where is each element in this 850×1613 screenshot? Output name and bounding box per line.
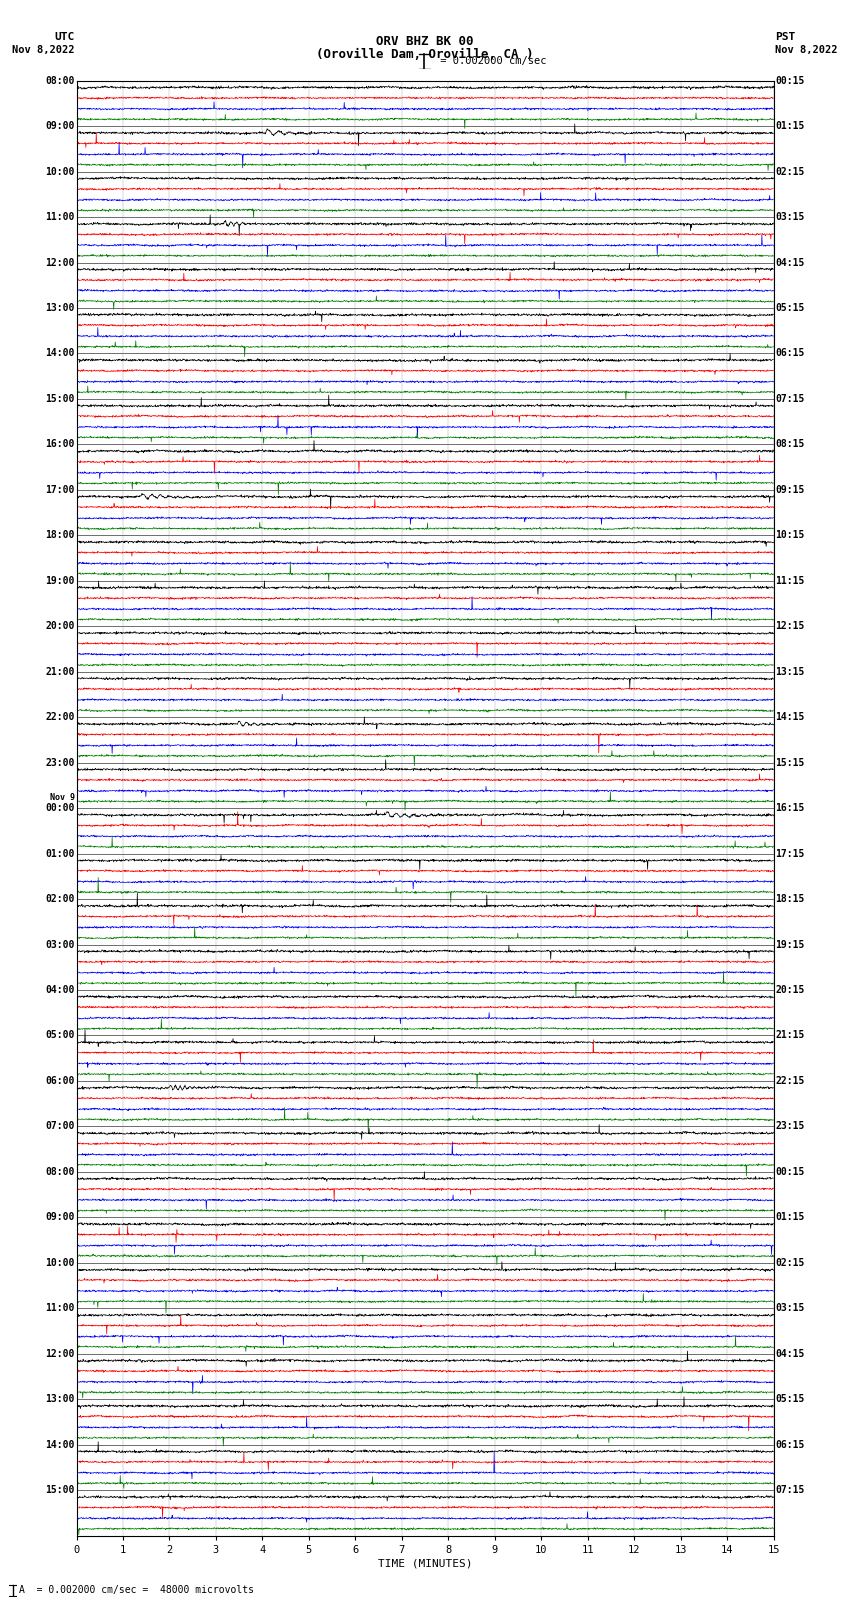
Text: 15:00: 15:00	[45, 394, 75, 403]
Text: 10:00: 10:00	[45, 166, 75, 176]
Text: PST: PST	[775, 32, 796, 42]
Text: 00:15: 00:15	[775, 1166, 805, 1177]
Text: 17:15: 17:15	[775, 848, 805, 858]
Text: 16:15: 16:15	[775, 803, 805, 813]
Text: 06:15: 06:15	[775, 1440, 805, 1450]
Text: 21:00: 21:00	[45, 666, 75, 677]
Text: 02:00: 02:00	[45, 894, 75, 903]
Text: UTC: UTC	[54, 32, 75, 42]
Text: 09:00: 09:00	[45, 1213, 75, 1223]
Text: 15:00: 15:00	[45, 1486, 75, 1495]
Text: 14:00: 14:00	[45, 348, 75, 358]
Text: Nov 8,2022: Nov 8,2022	[775, 45, 838, 55]
Text: 23:00: 23:00	[45, 758, 75, 768]
Text: (Oroville Dam, Oroville, CA ): (Oroville Dam, Oroville, CA )	[316, 48, 534, 61]
Text: 21:15: 21:15	[775, 1031, 805, 1040]
Text: 14:15: 14:15	[775, 713, 805, 723]
Text: 18:00: 18:00	[45, 531, 75, 540]
Text: 04:15: 04:15	[775, 1348, 805, 1358]
Text: 12:15: 12:15	[775, 621, 805, 631]
Text: 03:15: 03:15	[775, 1303, 805, 1313]
X-axis label: TIME (MINUTES): TIME (MINUTES)	[377, 1558, 473, 1569]
Text: 18:15: 18:15	[775, 894, 805, 903]
Text: 00:00: 00:00	[45, 803, 75, 813]
Text: A  = 0.002000 cm/sec =  48000 microvolts: A = 0.002000 cm/sec = 48000 microvolts	[19, 1586, 253, 1595]
Text: 20:00: 20:00	[45, 621, 75, 631]
Text: 23:15: 23:15	[775, 1121, 805, 1131]
Text: 12:00: 12:00	[45, 1348, 75, 1358]
Text: 05:00: 05:00	[45, 1031, 75, 1040]
Text: 22:00: 22:00	[45, 713, 75, 723]
Text: 02:15: 02:15	[775, 1258, 805, 1268]
Text: 10:15: 10:15	[775, 531, 805, 540]
Text: 07:15: 07:15	[775, 394, 805, 403]
Text: 11:00: 11:00	[45, 1303, 75, 1313]
Text: 02:15: 02:15	[775, 166, 805, 176]
Text: ORV BHZ BK 00: ORV BHZ BK 00	[377, 35, 473, 48]
Text: 07:15: 07:15	[775, 1486, 805, 1495]
Text: 06:15: 06:15	[775, 348, 805, 358]
Text: 05:15: 05:15	[775, 303, 805, 313]
Text: 09:00: 09:00	[45, 121, 75, 131]
Text: = 0.002000 cm/sec: = 0.002000 cm/sec	[434, 56, 547, 66]
Text: 08:00: 08:00	[45, 76, 75, 85]
Text: 13:00: 13:00	[45, 1394, 75, 1405]
Text: 14:00: 14:00	[45, 1440, 75, 1450]
Text: Nov 8,2022: Nov 8,2022	[12, 45, 75, 55]
Text: 12:00: 12:00	[45, 258, 75, 268]
Text: 03:00: 03:00	[45, 939, 75, 950]
Text: 05:15: 05:15	[775, 1394, 805, 1405]
Text: Nov 9: Nov 9	[50, 792, 75, 802]
Text: 04:15: 04:15	[775, 258, 805, 268]
Text: 03:15: 03:15	[775, 211, 805, 223]
Text: 13:00: 13:00	[45, 303, 75, 313]
Text: 10:00: 10:00	[45, 1258, 75, 1268]
Text: 08:15: 08:15	[775, 439, 805, 450]
Text: 19:00: 19:00	[45, 576, 75, 586]
Text: 19:15: 19:15	[775, 939, 805, 950]
Text: 04:00: 04:00	[45, 986, 75, 995]
Text: 08:00: 08:00	[45, 1166, 75, 1177]
Text: 01:15: 01:15	[775, 1213, 805, 1223]
Text: 17:00: 17:00	[45, 486, 75, 495]
Text: 16:00: 16:00	[45, 439, 75, 450]
Text: 15:15: 15:15	[775, 758, 805, 768]
Text: 07:00: 07:00	[45, 1121, 75, 1131]
Text: 01:00: 01:00	[45, 848, 75, 858]
Text: 11:00: 11:00	[45, 211, 75, 223]
Text: 20:15: 20:15	[775, 986, 805, 995]
Text: 11:15: 11:15	[775, 576, 805, 586]
Text: 13:15: 13:15	[775, 666, 805, 677]
Text: 00:15: 00:15	[775, 76, 805, 85]
Text: 01:15: 01:15	[775, 121, 805, 131]
Text: 22:15: 22:15	[775, 1076, 805, 1086]
Text: 06:00: 06:00	[45, 1076, 75, 1086]
Text: 09:15: 09:15	[775, 486, 805, 495]
